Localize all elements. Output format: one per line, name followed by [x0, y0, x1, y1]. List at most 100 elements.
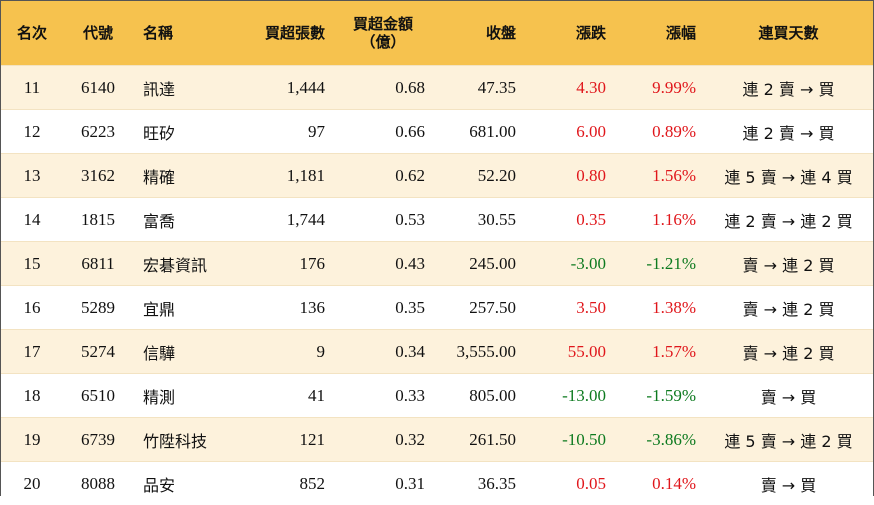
cell-rank: 19: [1, 418, 63, 462]
cell-change-pct: 1.57%: [614, 330, 704, 374]
header-buy-amount: 買超金額 （億）: [333, 1, 433, 66]
cell-buy-amount: 0.66: [333, 110, 433, 154]
cell-rank: 11: [1, 66, 63, 110]
cell-change-pct: 0.89%: [614, 110, 704, 154]
cell-name: 富喬: [133, 198, 233, 242]
cell-change-pct: 1.56%: [614, 154, 704, 198]
cell-rank: 13: [1, 154, 63, 198]
header-buy-amount-line2: （億）: [333, 33, 433, 51]
cell-buy-amount: 0.32: [333, 418, 433, 462]
cell-close: 805.00: [433, 374, 524, 418]
cell-name: 旺矽: [133, 110, 233, 154]
cell-rank: 17: [1, 330, 63, 374]
cell-code: 5289: [63, 286, 133, 330]
cell-code: 3162: [63, 154, 133, 198]
cell-buy-amount: 0.62: [333, 154, 433, 198]
cell-change: 0.80: [524, 154, 614, 198]
cell-close: 681.00: [433, 110, 524, 154]
cell-code: 6223: [63, 110, 133, 154]
cell-code: 6811: [63, 242, 133, 286]
cell-buy-lots: 1,181: [233, 154, 333, 198]
cell-buy-lots: 121: [233, 418, 333, 462]
cell-rank: 14: [1, 198, 63, 242]
cell-rank: 16: [1, 286, 63, 330]
header-name: 名稱: [133, 1, 233, 66]
cell-code: 8088: [63, 462, 133, 505]
cell-code: 5274: [63, 330, 133, 374]
cell-change: 3.50: [524, 286, 614, 330]
cell-change-pct: -3.86%: [614, 418, 704, 462]
cell-name: 信驊: [133, 330, 233, 374]
cell-close: 52.20: [433, 154, 524, 198]
cell-name: 宏碁資訊: [133, 242, 233, 286]
cell-streak: 賣 → 買: [704, 462, 873, 505]
cell-change: 6.00: [524, 110, 614, 154]
cell-buy-lots: 9: [233, 330, 333, 374]
cell-streak: 連 5 賣 → 連 2 買: [704, 418, 873, 462]
header-code: 代號: [63, 1, 133, 66]
cell-close: 36.35: [433, 462, 524, 505]
header-buy-lots: 買超張數: [233, 1, 333, 66]
cell-streak: 連 5 賣 → 連 4 買: [704, 154, 873, 198]
cell-change-pct: 9.99%: [614, 66, 704, 110]
cell-streak: 賣 → 連 2 買: [704, 286, 873, 330]
cell-streak: 賣 → 連 2 買: [704, 330, 873, 374]
cell-rank: 15: [1, 242, 63, 286]
header-streak: 連買天數: [704, 1, 873, 66]
cell-change: 0.05: [524, 462, 614, 505]
cell-change: 4.30: [524, 66, 614, 110]
cell-code: 6739: [63, 418, 133, 462]
cell-change-pct: -1.21%: [614, 242, 704, 286]
cell-buy-lots: 136: [233, 286, 333, 330]
cell-name: 精確: [133, 154, 233, 198]
cell-name: 訊達: [133, 66, 233, 110]
cell-change-pct: 1.16%: [614, 198, 704, 242]
cell-buy-lots: 176: [233, 242, 333, 286]
cell-buy-amount: 0.43: [333, 242, 433, 286]
cell-rank: 18: [1, 374, 63, 418]
cell-code: 1815: [63, 198, 133, 242]
cell-close: 245.00: [433, 242, 524, 286]
cell-change: -13.00: [524, 374, 614, 418]
header-row: 名次 代號 名稱 買超張數 買超金額 （億） 收盤 漲跌 漲幅 連買天數: [1, 1, 873, 66]
cell-streak: 賣 → 買: [704, 374, 873, 418]
header-close: 收盤: [433, 1, 524, 66]
cell-code: 6510: [63, 374, 133, 418]
cell-buy-lots: 97: [233, 110, 333, 154]
cell-change-pct: 1.38%: [614, 286, 704, 330]
cell-close: 3,555.00: [433, 330, 524, 374]
cell-buy-amount: 0.33: [333, 374, 433, 418]
cell-name: 品安: [133, 462, 233, 505]
cell-change: 0.35: [524, 198, 614, 242]
cell-buy-lots: 41: [233, 374, 333, 418]
header-rank: 名次: [1, 1, 63, 66]
cell-close: 261.50: [433, 418, 524, 462]
cell-streak: 賣 → 連 2 買: [704, 242, 873, 286]
cell-buy-lots: 852: [233, 462, 333, 505]
cell-rank: 20: [1, 462, 63, 505]
cell-close: 47.35: [433, 66, 524, 110]
cell-change-pct: 0.14%: [614, 462, 704, 505]
cell-streak: 連 2 賣 → 連 2 買: [704, 198, 873, 242]
cell-change: 55.00: [524, 330, 614, 374]
cell-rank: 12: [1, 110, 63, 154]
cell-buy-amount: 0.34: [333, 330, 433, 374]
cell-name: 竹陞科技: [133, 418, 233, 462]
cell-close: 257.50: [433, 286, 524, 330]
header-change-pct: 漲幅: [614, 1, 704, 66]
cell-buy-lots: 1,444: [233, 66, 333, 110]
cell-change-pct: -1.59%: [614, 374, 704, 418]
cell-buy-lots: 1,744: [233, 198, 333, 242]
cell-streak: 連 2 賣 → 買: [704, 66, 873, 110]
